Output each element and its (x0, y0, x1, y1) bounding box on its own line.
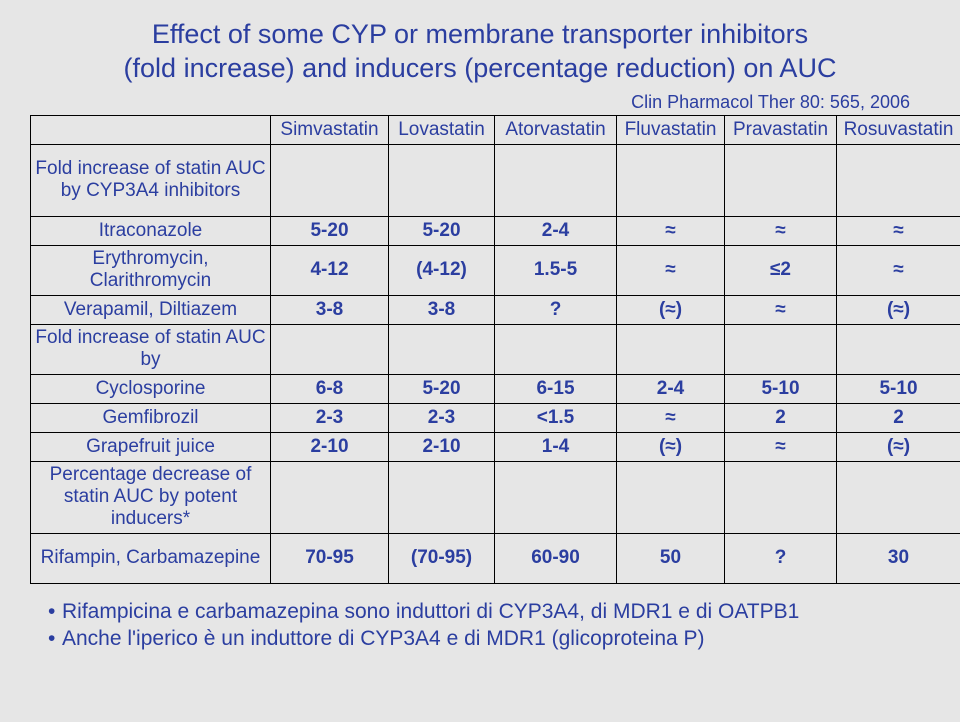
header-empty (31, 115, 271, 144)
section-label-3: Percentage decrease of statin AUC by pot… (31, 461, 271, 533)
col-lovastatin: Lovastatin (389, 115, 495, 144)
row-erythromycin: Erythromycin, Clarithromycin 4-12 (4-12)… (31, 245, 960, 295)
row-label: Rifampin, Carbamazepine (31, 533, 271, 583)
row-cyclosporine: Cyclosporine 6-8 5-20 6-15 2-4 5-10 5-10 (31, 374, 960, 403)
section-label-1: Fold increase of statin AUC by CYP3A4 in… (31, 144, 271, 216)
section-fold-increase: Fold increase of statin AUC by (31, 324, 960, 374)
title-line-2: (fold increase) and inducers (percentage… (124, 53, 837, 83)
col-pravastatin: Pravastatin (725, 115, 837, 144)
bullet-1: • Rifampicina e carbamazepina sono indut… (48, 598, 920, 625)
bullet-text: Anche l'iperico è un induttore di CYP3A4… (62, 625, 705, 652)
section-label-2: Fold increase of statin AUC by (31, 324, 271, 374)
col-rosuvastatin: Rosuvastatin (837, 115, 960, 144)
row-label: Erythromycin, Clarithromycin (31, 245, 271, 295)
statin-auc-table: Simvastatin Lovastatin Atorvastatin Fluv… (30, 115, 960, 584)
bullet-2: • Anche l'iperico è un induttore di CYP3… (48, 625, 920, 652)
row-label: Itraconazole (31, 216, 271, 245)
col-simvastatin: Simvastatin (271, 115, 389, 144)
section-percentage-decrease: Percentage decrease of statin AUC by pot… (31, 461, 960, 533)
table-header-row: Simvastatin Lovastatin Atorvastatin Fluv… (31, 115, 960, 144)
footnotes: • Rifampicina e carbamazepina sono indut… (30, 584, 930, 653)
row-gemfibrozil: Gemfibrozil 2-3 2-3 <1.5 ≈ 2 2 (31, 403, 960, 432)
row-grapefruit: Grapefruit juice 2-10 2-10 1-4 (≈) ≈ (≈) (31, 432, 960, 461)
col-fluvastatin: Fluvastatin (617, 115, 725, 144)
bullet-icon: • (48, 625, 62, 652)
page-title: Effect of some CYP or membrane transport… (30, 18, 930, 86)
title-line-1: Effect of some CYP or membrane transport… (152, 19, 808, 49)
row-label: Grapefruit juice (31, 432, 271, 461)
bullet-text: Rifampicina e carbamazepina sono indutto… (62, 598, 799, 625)
citation: Clin Pharmacol Ther 80: 565, 2006 (30, 92, 930, 113)
col-atorvastatin: Atorvastatin (495, 115, 617, 144)
row-itraconazole: Itraconazole 5-20 5-20 2-4 ≈ ≈ ≈ (31, 216, 960, 245)
row-label: Gemfibrozil (31, 403, 271, 432)
row-rifampin: Rifampin, Carbamazepine 70-95 (70-95) 60… (31, 533, 960, 583)
row-verapamil: Verapamil, Diltiazem 3-8 3-8 ? (≈) ≈ (≈) (31, 295, 960, 324)
section-cyp3a4: Fold increase of statin AUC by CYP3A4 in… (31, 144, 960, 216)
row-label: Cyclosporine (31, 374, 271, 403)
row-label: Verapamil, Diltiazem (31, 295, 271, 324)
bullet-icon: • (48, 598, 62, 625)
